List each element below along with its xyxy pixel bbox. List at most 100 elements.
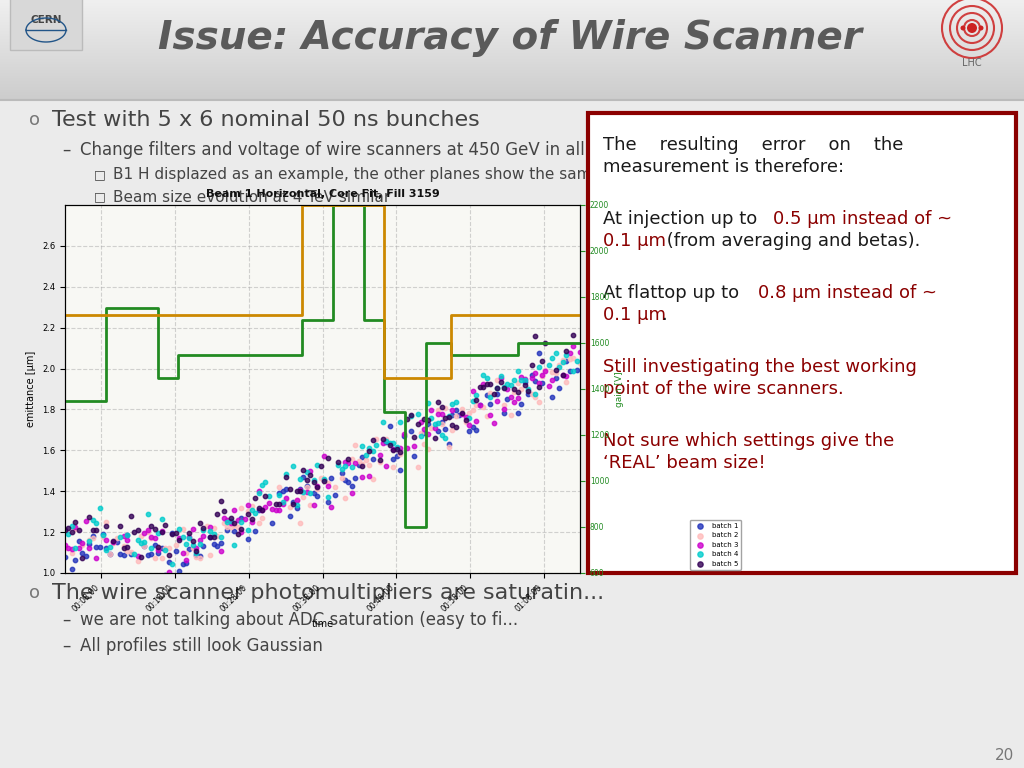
Bar (0, 30, 1024, 31)
batch 5 (558, 345, 574, 357)
batch 5 (478, 379, 495, 391)
Y-axis label: gain [V]: gain [V] (614, 371, 624, 407)
batch 3 (510, 392, 526, 405)
batch 1 (282, 509, 298, 521)
batch 3 (506, 396, 522, 409)
batch 2 (233, 502, 250, 514)
batch 3 (417, 423, 433, 435)
batch 2 (222, 521, 239, 533)
Bar (0, 59, 1024, 60)
Bar (0, 40, 1024, 41)
batch 1 (212, 537, 228, 549)
batch 1 (523, 369, 540, 381)
batch 4 (361, 442, 378, 455)
batch 3 (427, 422, 443, 434)
batch 2 (475, 401, 492, 413)
Bar (0, 22, 1024, 23)
Text: At flattop up to: At flattop up to (603, 284, 744, 302)
batch 5 (206, 531, 222, 543)
batch 3 (544, 374, 560, 386)
batch 2 (458, 416, 474, 429)
batch 3 (430, 408, 446, 420)
batch 3 (178, 554, 195, 566)
batch 2 (139, 525, 156, 538)
batch 3 (461, 419, 477, 431)
batch 1 (382, 420, 398, 432)
Bar (0, 92, 1024, 93)
batch 5 (123, 510, 139, 522)
batch 1 (74, 547, 90, 559)
batch 5 (392, 446, 409, 458)
batch 1 (299, 480, 315, 492)
batch 3 (267, 504, 284, 516)
Bar (0, 84, 1024, 85)
batch 5 (330, 456, 346, 468)
batch 5 (105, 535, 122, 547)
batch 5 (292, 485, 308, 497)
batch 3 (527, 367, 544, 379)
Bar (0, 29, 1024, 30)
Text: –: – (61, 141, 71, 159)
batch 3 (413, 415, 429, 428)
batch 3 (538, 366, 554, 378)
Bar (0, 31, 1024, 32)
batch 2 (430, 404, 446, 416)
batch 1 (139, 549, 156, 561)
Bar (0, 19, 1024, 20)
batch 3 (116, 530, 132, 542)
Bar (0, 85, 1024, 86)
batch 5 (485, 388, 502, 400)
batch 2 (417, 438, 433, 450)
batch 5 (295, 465, 311, 477)
batch 5 (299, 474, 315, 486)
batch 3 (202, 521, 218, 533)
batch 4 (285, 460, 301, 472)
batch 2 (282, 501, 298, 513)
Bar (0, 42, 1024, 43)
batch 5 (361, 445, 378, 457)
batch 4 (357, 449, 374, 461)
Bar (0, 0, 1024, 1)
batch 1 (161, 556, 177, 568)
batch 5 (143, 520, 160, 532)
batch 4 (271, 489, 288, 502)
batch 4 (95, 528, 112, 541)
batch 4 (133, 537, 150, 549)
batch 2 (530, 396, 547, 408)
Bar (0, 71, 1024, 72)
batch 2 (292, 516, 308, 528)
batch 2 (226, 519, 243, 531)
batch 1 (219, 524, 236, 536)
batch 4 (565, 365, 582, 377)
batch 1 (295, 471, 311, 483)
Bar (0, 47, 1024, 48)
batch 4 (274, 496, 291, 508)
batch 4 (337, 460, 353, 472)
batch 1 (389, 450, 406, 462)
batch 5 (240, 508, 256, 520)
batch 1 (309, 490, 326, 502)
batch 2 (361, 459, 378, 472)
Bar (0, 69, 1024, 70)
batch 1 (534, 377, 550, 389)
batch 1 (433, 415, 450, 428)
Bar (0, 35, 1024, 36)
Text: 0.1 μm: 0.1 μm (603, 232, 666, 250)
batch 1 (164, 527, 180, 539)
batch 1 (112, 548, 128, 560)
batch 1 (167, 545, 183, 557)
Bar (0, 6, 1024, 7)
Bar (0, 10, 1024, 11)
batch 5 (354, 459, 371, 472)
batch 4 (84, 514, 100, 526)
batch 2 (157, 541, 173, 554)
batch 2 (63, 547, 80, 559)
Text: The wire scanner photomultipliers are saturatin...: The wire scanner photomultipliers are sa… (52, 583, 604, 603)
batch 4 (178, 538, 195, 551)
batch 5 (430, 396, 446, 408)
batch 2 (555, 354, 571, 366)
batch 4 (520, 383, 537, 396)
batch 2 (133, 530, 150, 542)
batch 4 (88, 517, 104, 529)
batch 4 (299, 465, 315, 478)
